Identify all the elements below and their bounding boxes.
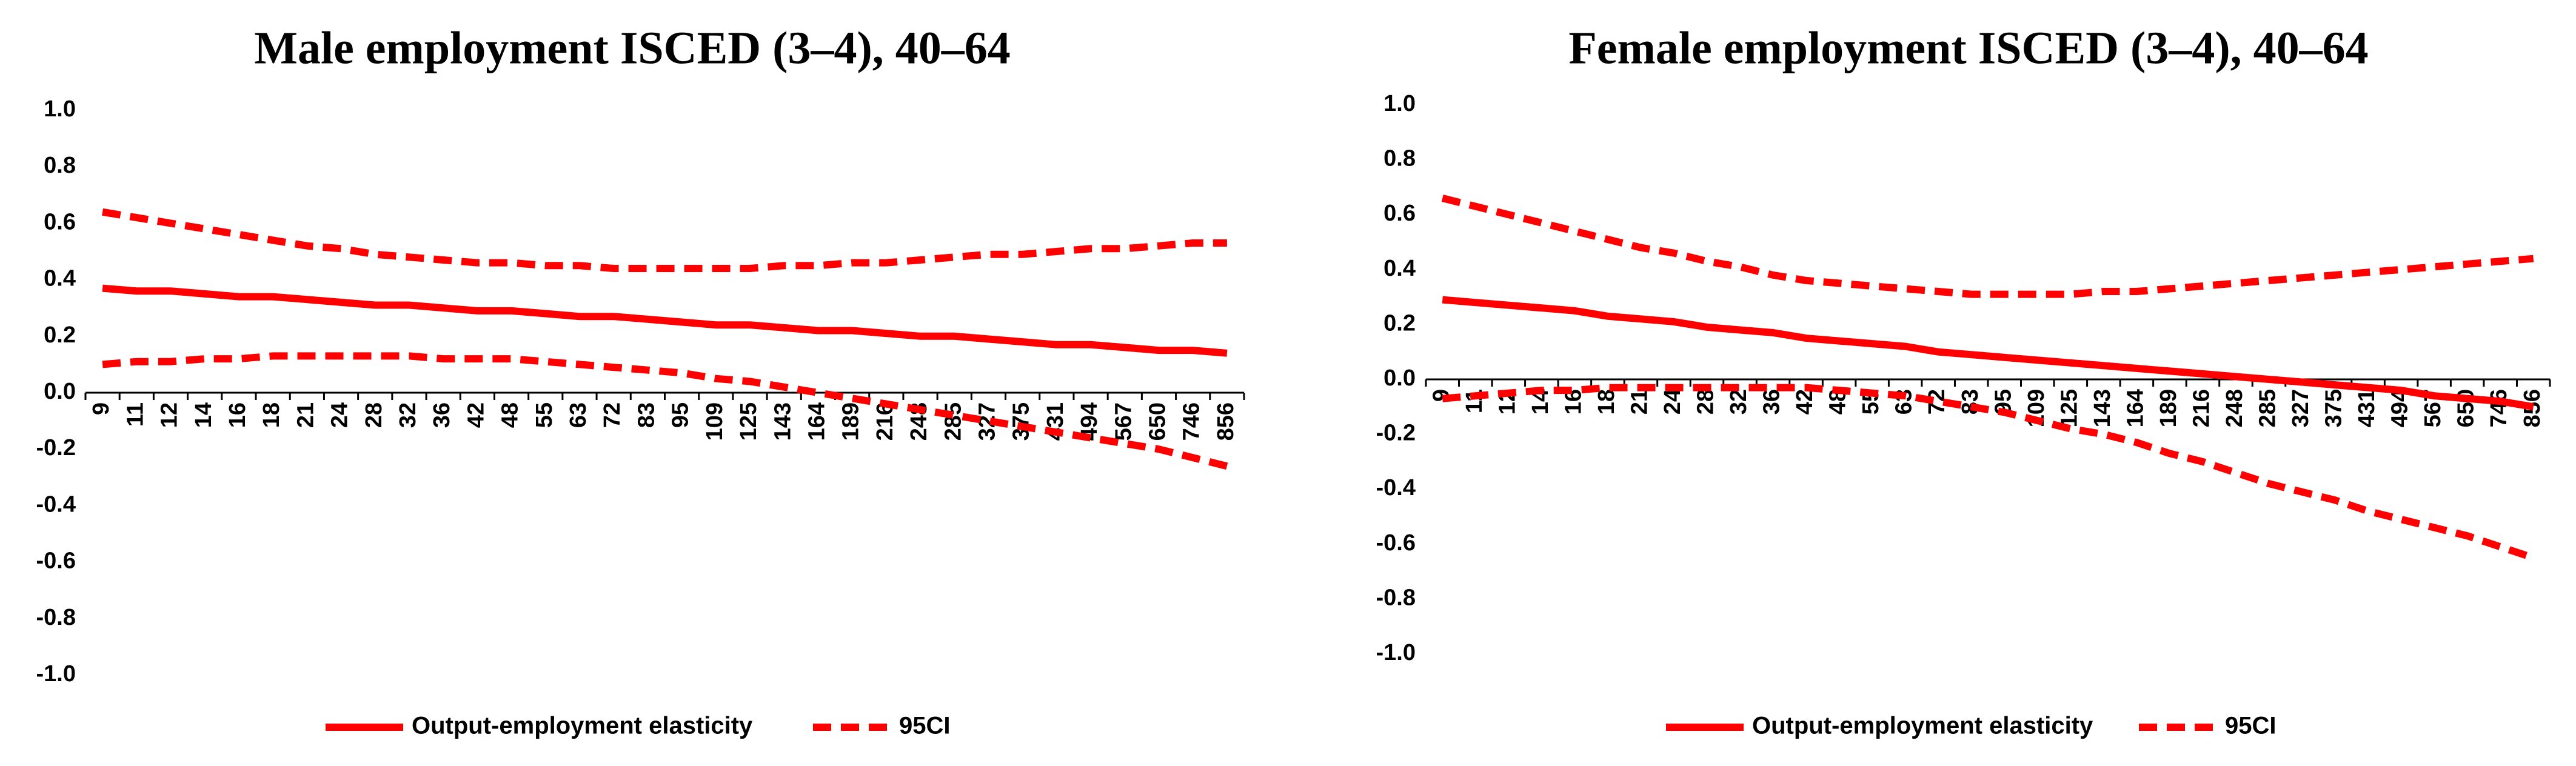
x-tick-label: 18 xyxy=(259,402,284,428)
chart-title: Male employment ISCED (3–4), 40–64 xyxy=(254,22,1011,73)
x-tick-label: 248 xyxy=(2222,389,2247,427)
series-line xyxy=(1442,296,2534,411)
y-tick-label: -0.8 xyxy=(1376,585,1416,610)
x-tick-label: 375 xyxy=(1009,402,1034,441)
x-tick-label: 125 xyxy=(736,402,761,441)
x-tick-label: 189 xyxy=(2156,389,2181,427)
y-tick-label: -0.8 xyxy=(36,605,76,630)
y-tick-label: -0.4 xyxy=(1376,475,1416,501)
y-tick-label: 1.0 xyxy=(1383,91,1416,116)
y-tick-label: -0.6 xyxy=(1376,530,1416,556)
x-tick-label: 18 xyxy=(1594,389,1619,415)
y-tick-label: 0.8 xyxy=(1383,146,1416,172)
x-tick-label: 55 xyxy=(532,402,557,428)
x-tick-label: 42 xyxy=(463,402,489,428)
x-tick-label: 216 xyxy=(2189,389,2214,427)
x-tick-label: 95 xyxy=(668,402,694,428)
series-line xyxy=(102,208,1227,272)
y-tick-label: -0.2 xyxy=(36,435,76,461)
x-tick-label: 28 xyxy=(1693,389,1719,415)
legend-label: 95CI xyxy=(899,713,951,739)
x-tick-label: 12 xyxy=(157,402,182,428)
x-tick-label: 285 xyxy=(2255,389,2281,427)
x-tick-label: 28 xyxy=(361,402,387,428)
y-tick-label: 0.0 xyxy=(1383,365,1416,391)
y-tick-label: 0.4 xyxy=(1383,256,1416,281)
x-tick-label: 21 xyxy=(293,402,318,428)
legend-label: 95CI xyxy=(2225,713,2277,739)
x-tick-label: 494 xyxy=(2387,389,2413,427)
y-tick-label: 0.0 xyxy=(44,379,76,404)
x-tick-label: 375 xyxy=(2321,389,2347,427)
x-tick-label: 189 xyxy=(838,402,864,441)
x-tick-label: 9 xyxy=(89,402,114,415)
y-tick-label: 0.8 xyxy=(44,153,76,178)
y-tick-label: -1.0 xyxy=(36,661,76,687)
x-tick-label: 36 xyxy=(429,402,455,428)
x-tick-label: 21 xyxy=(1627,389,1652,415)
y-tick-label: 0.4 xyxy=(44,266,76,291)
x-tick-label: 24 xyxy=(1660,389,1685,415)
x-tick-label: 48 xyxy=(498,402,523,428)
y-tick-label: -0.6 xyxy=(36,548,76,574)
x-tick-label: 72 xyxy=(600,402,625,428)
x-tick-label: 125 xyxy=(2056,389,2082,427)
x-tick-label: 746 xyxy=(2486,389,2512,427)
x-tick-label: 63 xyxy=(566,402,591,428)
x-tick-label: 746 xyxy=(1179,402,1205,441)
y-tick-label: 0.6 xyxy=(1383,201,1416,226)
x-tick-label: 16 xyxy=(225,402,250,428)
x-tick-label: 285 xyxy=(940,402,966,441)
legend-label: Output-employment elasticity xyxy=(1752,713,2093,739)
x-tick-label: 327 xyxy=(2288,389,2313,427)
y-tick-label: 0.2 xyxy=(44,322,76,348)
y-tick-label: 1.0 xyxy=(44,96,76,122)
x-tick-label: 164 xyxy=(2123,389,2148,427)
x-tick-label: 36 xyxy=(1759,389,1785,415)
y-tick-label: -0.4 xyxy=(36,491,76,517)
x-tick-label: 83 xyxy=(634,402,659,428)
legend-label: Output-employment elasticity xyxy=(412,713,753,739)
x-tick-label: 32 xyxy=(395,402,421,428)
x-tick-label: 42 xyxy=(1792,389,1818,415)
y-tick-label: 0.2 xyxy=(1383,310,1416,336)
y-tick-label: -1.0 xyxy=(1376,640,1416,665)
y-tick-label: 0.6 xyxy=(44,209,76,235)
x-tick-label: 32 xyxy=(1726,389,1751,415)
x-tick-label: 11 xyxy=(122,402,148,427)
x-tick-label: 431 xyxy=(2354,389,2380,427)
x-tick-label: 567 xyxy=(1111,402,1136,441)
series-line xyxy=(102,284,1228,357)
x-tick-label: 856 xyxy=(1213,402,1239,441)
x-tick-label: 14 xyxy=(191,402,216,428)
x-tick-label: 143 xyxy=(2090,389,2115,427)
chart-title: Female employment ISCED (3–4), 40–64 xyxy=(1568,22,2368,73)
x-tick-label: 24 xyxy=(327,402,353,428)
x-tick-label: 143 xyxy=(770,402,795,441)
x-tick-label: 164 xyxy=(804,402,829,441)
series-line xyxy=(102,352,1228,470)
x-tick-label: 650 xyxy=(1145,402,1171,441)
x-tick-label: 109 xyxy=(702,402,728,441)
series-line xyxy=(1442,384,2535,562)
y-tick-label: -0.2 xyxy=(1376,421,1416,446)
series-line xyxy=(1441,195,2534,298)
